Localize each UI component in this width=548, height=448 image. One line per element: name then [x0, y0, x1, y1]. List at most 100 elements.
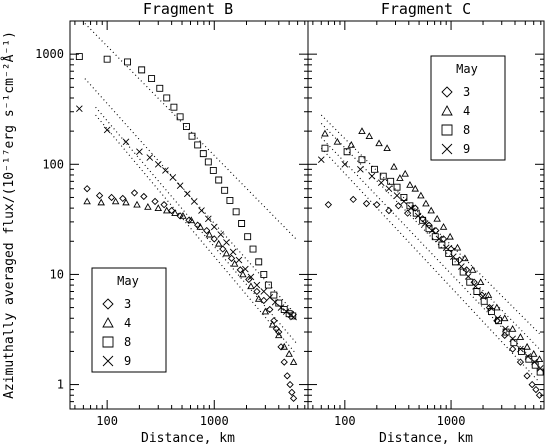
- data-point-may-3-fragment-c: [528, 380, 536, 389]
- legend-label-may-9: 9: [124, 354, 131, 368]
- data-point-may-9-fragment-b: [266, 293, 274, 301]
- data-point-may-9-fragment-c: [494, 314, 502, 322]
- data-point-may-3-fragment-b: [185, 216, 193, 224]
- data-point-may-3-fragment-c: [508, 345, 517, 353]
- legend-label-may-9: 9: [463, 142, 470, 156]
- data-point-may-8-fragment-b: [226, 196, 234, 204]
- data-point-may-9-fragment-c: [421, 220, 429, 227]
- data-point-may-9-fragment-b: [217, 231, 225, 238]
- data-point-may-4-fragment-b: [171, 209, 179, 217]
- data-point-may-3-fragment-b: [275, 328, 283, 336]
- data-point-may-3-fragment-b: [203, 226, 211, 235]
- data-point-may-8-fragment-b: [204, 158, 212, 166]
- data-point-may-8-fragment-c: [321, 144, 329, 152]
- legend-label-may-8: 8: [124, 335, 131, 349]
- data-point-may-8-fragment-c: [510, 339, 518, 347]
- data-point-may-9-fragment-c: [407, 204, 415, 212]
- data-point-may-8-fragment-b: [238, 220, 246, 227]
- data-point-may-4-fragment-c: [535, 355, 544, 363]
- data-point-may-9-fragment-b: [290, 313, 297, 321]
- data-point-may-8-fragment-c: [452, 258, 459, 266]
- data-point-may-9-fragment-b: [169, 174, 177, 181]
- data-point-may-9-fragment-b: [242, 265, 249, 273]
- data-point-may-4-fragment-c: [417, 191, 425, 199]
- data-point-may-9-fragment-b: [154, 160, 162, 168]
- data-point-may-9-fragment-c: [377, 179, 385, 187]
- data-point-may-4-fragment-c: [446, 232, 454, 240]
- data-point-may-4-fragment-c: [516, 333, 525, 340]
- data-point-may-4-fragment-b: [111, 197, 120, 205]
- data-point-may-9-fragment-c: [531, 358, 538, 366]
- data-point-may-3-fragment-b: [286, 380, 294, 389]
- data-point-may-9-fragment-c: [368, 172, 376, 180]
- fit-line-fragment-b: [84, 23, 297, 240]
- data-point-may-8-fragment-b: [176, 113, 184, 121]
- data-point-may-4-fragment-c: [375, 139, 383, 147]
- data-point-may-8-fragment-c: [487, 308, 495, 316]
- data-point-may-9-fragment-c: [393, 192, 401, 199]
- data-point-may-4-fragment-c: [493, 303, 501, 311]
- data-point-may-3-fragment-b: [245, 275, 253, 284]
- data-point-may-4-fragment-c: [422, 199, 430, 207]
- data-point-may-8-fragment-b: [188, 132, 196, 140]
- data-point-may-8-fragment-b: [215, 176, 223, 184]
- legend-title-fragment-b: May: [117, 274, 139, 288]
- data-point-may-4-fragment-b: [133, 200, 141, 208]
- data-point-may-9-fragment-c: [458, 263, 465, 270]
- data-point-may-4-fragment-c: [439, 222, 448, 230]
- data-point-may-4-fragment-b: [268, 320, 277, 328]
- x-axis-title-fragment-b: Distance, km: [141, 431, 235, 446]
- data-point-may-4-fragment-c: [358, 127, 366, 134]
- data-point-may-4-fragment-c: [411, 184, 419, 192]
- data-point-may-9-fragment-c: [442, 244, 450, 251]
- data-point-may-8-fragment-c: [502, 328, 510, 336]
- data-point-may-3-fragment-c: [385, 206, 393, 215]
- data-point-may-3-fragment-c: [349, 195, 357, 204]
- data-point-may-9-fragment-c: [487, 304, 494, 311]
- data-point-may-4-fragment-b: [214, 239, 223, 247]
- legend-marker-may-8: [441, 124, 453, 136]
- data-point-may-3-fragment-b: [130, 189, 139, 197]
- data-point-may-4-fragment-b: [280, 342, 289, 350]
- data-point-may-9-fragment-c: [400, 198, 408, 205]
- data-point-may-8-fragment-c: [438, 241, 446, 249]
- data-point-may-9-fragment-b: [210, 223, 218, 231]
- data-point-may-8-fragment-b: [183, 123, 190, 131]
- data-point-may-3-fragment-c: [523, 372, 531, 380]
- data-point-may-9-fragment-b: [204, 215, 212, 223]
- data-point-may-8-fragment-b: [232, 208, 240, 216]
- panel-title-fragment-b: Fragment B: [143, 0, 233, 18]
- data-point-may-3-fragment-c: [485, 303, 494, 312]
- data-point-may-4-fragment-c: [333, 137, 342, 145]
- data-point-may-8-fragment-c: [425, 225, 433, 233]
- data-point-may-4-fragment-b: [285, 349, 293, 357]
- data-point-may-3-fragment-b: [119, 194, 127, 203]
- legend-title-fragment-c: May: [456, 62, 478, 76]
- data-point-may-3-fragment-b: [253, 287, 261, 296]
- data-point-may-9-fragment-b: [277, 304, 285, 311]
- data-point-may-8-fragment-b: [275, 299, 283, 307]
- data-point-may-3-fragment-b: [288, 388, 296, 396]
- fit-lines-fragment-c: [320, 114, 540, 383]
- data-point-may-4-fragment-c: [500, 314, 509, 322]
- data-point-may-3-fragment-b: [227, 254, 236, 262]
- data-marks-fragment-b: [75, 53, 298, 402]
- data-point-may-4-fragment-c: [523, 342, 531, 350]
- data-point-may-9-fragment-c: [341, 160, 349, 168]
- data-point-may-3-fragment-b: [283, 372, 291, 380]
- data-point-may-8-fragment-c: [412, 209, 420, 217]
- data-point-may-9-fragment-c: [449, 253, 457, 260]
- legend-box-fragment-b: [91, 267, 167, 373]
- data-point-may-8-fragment-b: [249, 245, 257, 253]
- data-point-may-8-fragment-b: [138, 66, 146, 74]
- data-point-may-3-fragment-b: [260, 296, 268, 305]
- data-point-may-8-fragment-b: [199, 150, 207, 158]
- y-tick-label: 10: [50, 267, 64, 281]
- data-point-may-9-fragment-b: [223, 239, 230, 246]
- data-point-may-4-fragment-b: [122, 198, 130, 206]
- data-point-may-4-fragment-b: [196, 222, 205, 230]
- data-point-may-4-fragment-b: [97, 198, 105, 206]
- panel-fragment-b: Fragment B 100 1000 1 10 100 1000 May 3 4 8 9 Di…: [35, 0, 309, 446]
- data-point-may-4-fragment-c: [508, 325, 517, 332]
- data-point-may-4-fragment-c: [529, 349, 538, 357]
